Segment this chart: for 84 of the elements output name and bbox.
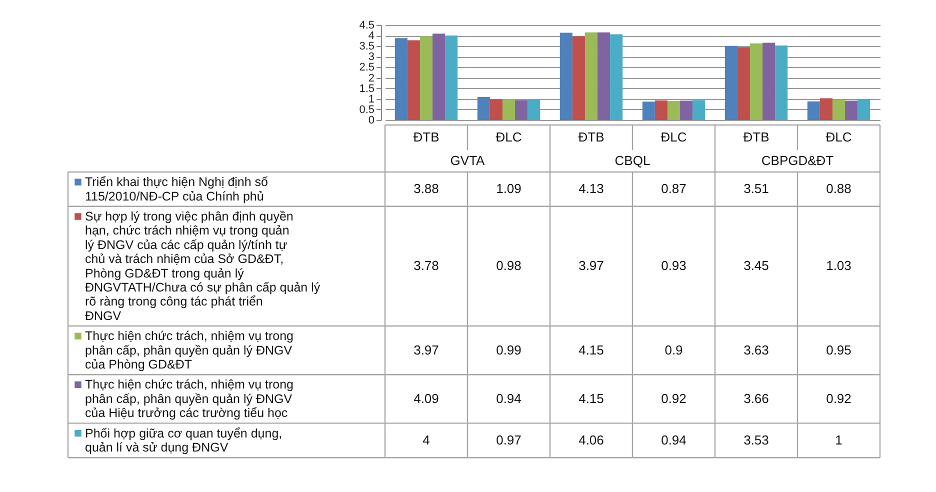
data-label: 4.15 [578,390,604,406]
legend-label: Sự hợp lý trong việc phân định quyền hạn, chức trách nhiệm vụ trong quản lý ĐNGV của các cấp quản lý/tính tự chủ và trách nhiệm của Sở GD&ĐT, Phòng GD&ĐT trong quản lý ĐNGVTATH/Chưa có sự phân cấp quản lý rõ ràng trong công tác phát triển ĐNGV [85,210,321,323]
data-label: 3.63 [744,342,769,358]
legend-label: Phối hợp giữa cơ quan tuyển dụng, quản lí và sử dụng ĐNGV [85,426,282,454]
bar [515,100,528,120]
data-label: 4.13 [578,181,604,196]
bar [610,34,623,120]
y-tick-label: 4.5 [359,20,374,32]
bar [807,101,820,120]
y-tick-label: 0.5 [359,104,374,116]
bar [407,40,420,120]
data-label: 3.66 [744,390,769,406]
data-label: 0.94 [661,432,686,448]
data-label: 4.09 [414,390,439,406]
y-tick-label: 4 [368,30,374,42]
data-label: 0.92 [661,390,686,406]
bar [762,42,776,120]
bar [737,47,750,120]
bar [490,99,502,120]
data-label: 0.98 [496,258,522,274]
legend-label: Triển khai thực hiện Nghị định số 115/2010/NĐ-CP của Chính phủ [85,175,268,204]
legend-label: Thực hiện chức trách, nhiệm vụ trong phân cấp, phân quyền quản lý ĐNGV của Phòng GD&ĐT [85,329,294,372]
y-tick-label: 2.5 [359,62,374,74]
y-tick-label: 3.5 [359,40,374,53]
data-label: 3.97 [578,258,604,274]
y-tick-label: 2 [368,72,374,84]
bar [477,96,490,120]
y-tick-label: 1.5 [359,82,374,95]
data-label: 0.99 [496,342,522,358]
bar [394,38,408,120]
bar [598,32,610,120]
x-tick-label: ĐLC [826,130,852,144]
bar [528,100,540,120]
bar [432,34,446,120]
data-label: 0.92 [826,390,852,406]
bar [750,43,763,120]
data-label: 0.93 [661,258,686,274]
data-label: 0.95 [826,342,852,358]
bar [502,99,516,120]
data-label: 4 [422,432,430,448]
data-label: 3.53 [744,432,769,448]
data-label: 3.97 [414,342,439,358]
bar [845,100,858,120]
data-label: 0.9 [664,342,683,358]
bar [560,32,572,120]
data-label: 0.97 [496,432,522,448]
data-label: 1.03 [826,258,852,274]
bar [692,100,706,120]
x-tick-label: ĐTB [743,130,770,144]
bar [820,98,832,120]
data-label: 4.15 [578,342,604,358]
bar [724,46,738,120]
legend-label: Thực hiện chức trách, nhiệm vụ trong phân cấp, phân quyền quản lý ĐNGV của Hiệu trưởng các trường tiểu học [85,378,294,420]
data-label: 3.78 [414,258,439,274]
data-label: 4.06 [578,432,604,448]
data-label: 3.88 [414,181,439,196]
bar [584,32,598,120]
y-tick-label: 0 [368,114,374,126]
text: CBQL [614,153,650,168]
bar [420,36,433,120]
data-label: 0.88 [826,181,852,196]
x-tick-label: ĐLC [660,130,687,144]
text: GVTA [450,153,486,168]
x-tick-label: ĐTB [578,130,604,144]
y-tick-label: 1 [368,93,374,106]
bar [642,102,655,120]
bar [654,100,668,120]
text: CBPGD&ĐT [761,153,834,168]
bar [775,45,788,120]
bar [680,100,693,120]
bar [572,36,585,120]
bar [445,36,458,120]
bar [667,101,680,120]
bar [858,98,870,120]
y-tick-label: 3 [368,51,374,64]
data-label: 1 [835,432,842,448]
bar [832,100,846,120]
data-label: 0.87 [661,181,686,196]
data-label: 3.45 [744,258,769,274]
data-label: 3.51 [744,181,769,196]
data-label: 0.94 [496,390,522,406]
data-label: 1.09 [496,181,522,196]
x-tick-label: ĐTB [413,130,440,144]
x-tick-label: ĐLC [496,130,522,144]
